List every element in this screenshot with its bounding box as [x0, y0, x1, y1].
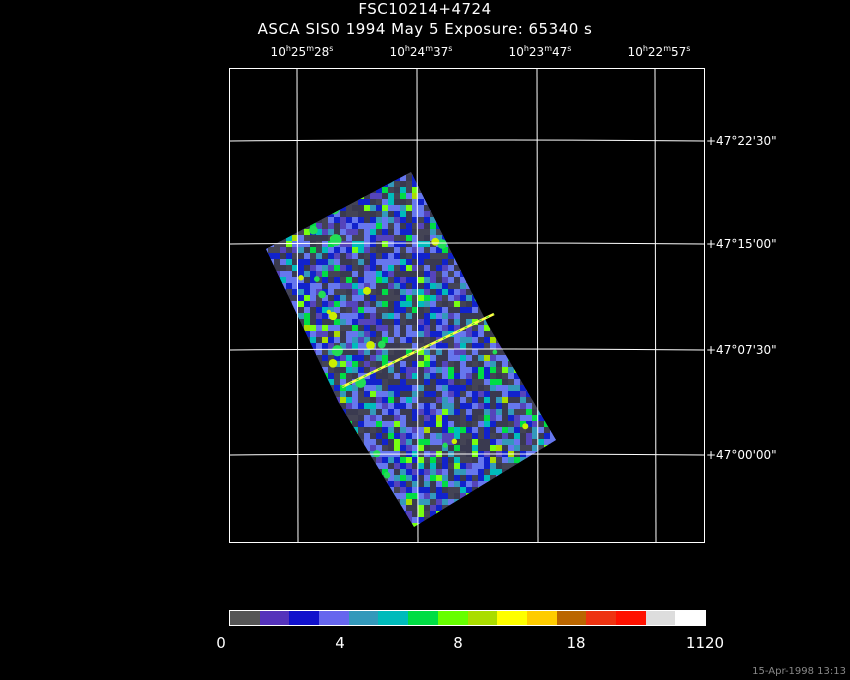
- colorbar-segment: [675, 611, 705, 625]
- colorbar-segment: [467, 611, 498, 625]
- dec-tick-label: +47°00'00": [706, 448, 777, 462]
- colorbar-label: 18: [566, 634, 586, 652]
- image-frame: [229, 68, 705, 543]
- ra-tick-label: 10h22m57s: [627, 44, 691, 59]
- ra-tick-label: 10h24m37s: [389, 44, 453, 59]
- coordinate-grid: [230, 69, 704, 542]
- colorbar-segment: [319, 611, 349, 625]
- colorbar-segment: [259, 611, 290, 625]
- dec-tick-label: +47°22'30": [706, 134, 777, 148]
- colorbar-segment: [645, 611, 676, 625]
- observation-subtitle: ASCA SIS0 1994 May 5 Exposure: 65340 s: [257, 20, 593, 38]
- xray-image: [230, 69, 704, 542]
- colorbar-segment: [230, 611, 260, 625]
- colorbar-segment: [348, 611, 379, 625]
- timestamp: 15-Apr-1998 13:13: [752, 666, 846, 677]
- colorbar-segment: [615, 611, 646, 625]
- ra-tick-label: 10h23m47s: [508, 44, 572, 59]
- colorbar-label: 0: [216, 634, 226, 652]
- color-scale-bar: [229, 610, 706, 626]
- colorbar-segment: [497, 611, 527, 625]
- colorbar-label: 1120: [685, 634, 725, 652]
- object-title: FSC10214+4724: [358, 0, 492, 18]
- colorbar-segment: [586, 611, 616, 625]
- colorbar-segment: [408, 611, 438, 625]
- colorbar-segment: [556, 611, 587, 625]
- colorbar-segment: [526, 611, 557, 625]
- colorbar-label: 4: [335, 634, 345, 652]
- ra-tick-label: 10h25m28s: [270, 44, 334, 59]
- colorbar-segment: [437, 611, 468, 625]
- colorbar-segment: [289, 611, 320, 625]
- colorbar-segment: [378, 611, 409, 625]
- colorbar-label: 8: [453, 634, 463, 652]
- dec-tick-label: +47°15'00": [706, 237, 777, 251]
- dec-tick-label: +47°07'30": [706, 343, 777, 357]
